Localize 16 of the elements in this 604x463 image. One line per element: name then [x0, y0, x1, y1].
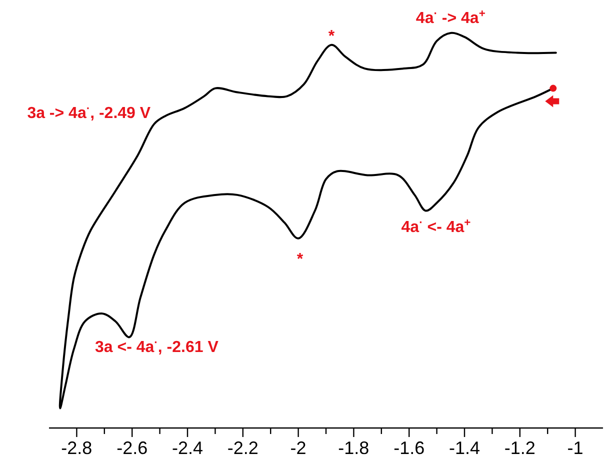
- annotation: 4a$^{·}$ -> 4a$^{+}$: [416, 8, 486, 27]
- annotation: 4a$^{·}$ <- 4a$^{+}$: [401, 217, 472, 236]
- x-tick-label: -1.8: [338, 438, 370, 458]
- x-tick-label: -2.2: [227, 438, 258, 458]
- annotation: 3a -> 4a$^{·}$, -2.49 V: [27, 102, 151, 122]
- annotation: *: [296, 251, 304, 268]
- annotation: 3a <- 4a$^{·}$, -2.61 V: [95, 337, 219, 356]
- x-tick-label: -1: [567, 438, 584, 458]
- annotation: *: [328, 28, 336, 45]
- x-tick-label: -2.6: [116, 438, 148, 458]
- x-tick-label: -2.8: [61, 438, 92, 458]
- x-tick-label: -1.2: [504, 438, 536, 458]
- x-tick-label: -1.4: [448, 438, 480, 458]
- x-tick-label: -2: [290, 438, 306, 458]
- x-tick-label: -2.4: [172, 438, 204, 458]
- x-tick-label: -1.6: [394, 438, 425, 458]
